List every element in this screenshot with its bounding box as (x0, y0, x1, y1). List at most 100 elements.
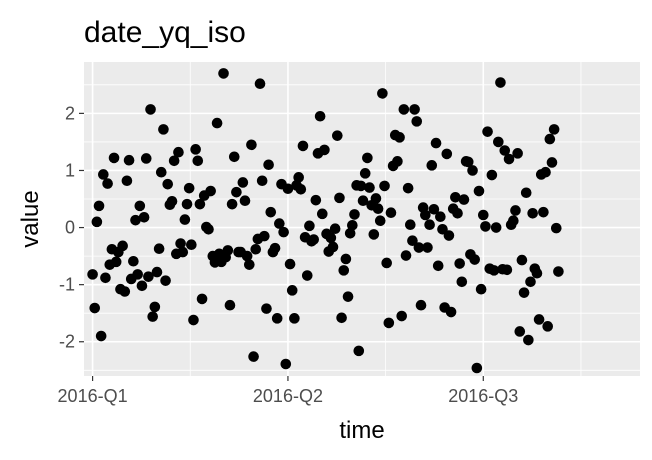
data-point (117, 240, 128, 252)
data-point (531, 267, 543, 279)
data-point (132, 269, 143, 280)
data-point (503, 153, 515, 165)
data-point (175, 238, 186, 249)
data-point (284, 258, 296, 270)
data-point (151, 266, 163, 278)
y-tick-label: 0 (65, 218, 75, 238)
data-point (480, 221, 491, 232)
data-point (179, 214, 191, 225)
data-point (407, 235, 418, 246)
data-point (374, 215, 386, 227)
data-point (183, 182, 195, 194)
data-point (297, 140, 309, 152)
data-point (372, 203, 384, 215)
data-point (256, 175, 268, 187)
data-point (166, 196, 178, 207)
data-point (140, 153, 152, 164)
data-point (190, 144, 201, 155)
data-point (355, 180, 367, 192)
data-point (405, 219, 416, 231)
data-point (338, 265, 350, 276)
data-point (329, 223, 341, 235)
data-points (87, 68, 564, 374)
data-point (523, 334, 534, 346)
data-point (244, 259, 255, 270)
data-point (168, 155, 180, 167)
data-point (359, 168, 371, 179)
data-point (441, 148, 453, 160)
data-point (462, 156, 474, 168)
data-point (143, 271, 154, 282)
data-point (286, 285, 298, 296)
data-point (525, 276, 536, 288)
x-axis-title: time (339, 417, 384, 444)
data-point (495, 77, 506, 88)
data-point (87, 269, 98, 280)
data-point (458, 194, 470, 205)
data-point (269, 242, 281, 254)
data-point (308, 234, 320, 245)
data-point (121, 175, 133, 187)
data-point (473, 185, 485, 197)
data-point (327, 241, 339, 253)
plot-panel (84, 62, 640, 376)
chart-title: date_yq_iso (84, 16, 246, 49)
data-point (241, 250, 253, 262)
data-point (514, 326, 526, 337)
data-point (310, 194, 322, 206)
y-tick-label: 1 (65, 160, 75, 180)
data-point (250, 243, 262, 255)
data-point (194, 198, 206, 210)
data-point (295, 184, 307, 195)
data-point (186, 239, 197, 250)
data-point (188, 314, 199, 326)
data-point (486, 169, 498, 181)
data-point (432, 260, 444, 272)
data-point (254, 78, 266, 89)
data-point (546, 157, 558, 168)
data-point (357, 195, 369, 207)
data-point (553, 266, 564, 277)
data-point (435, 211, 446, 223)
data-point (261, 303, 272, 314)
data-point (518, 287, 530, 298)
axis-ticks (79, 112, 484, 381)
data-point (123, 154, 135, 166)
data-point (205, 185, 216, 197)
data-point (274, 218, 285, 229)
data-point (510, 205, 521, 216)
data-point (383, 317, 395, 329)
data-point (490, 222, 502, 233)
data-point (100, 272, 111, 284)
data-point (353, 345, 365, 357)
data-point (224, 299, 236, 311)
x-tick-labels: 2016-Q1 2016-Q2 2016-Q3 (58, 386, 519, 406)
data-point (293, 172, 304, 183)
y-tick-label: -2 (59, 332, 75, 352)
y-tick-labels: -2 -1 0 1 2 (59, 103, 75, 351)
data-point (398, 104, 410, 115)
data-point (158, 124, 169, 135)
data-point (368, 229, 380, 240)
data-point (443, 230, 455, 241)
data-point (263, 159, 274, 171)
data-point (377, 88, 388, 99)
data-point (110, 256, 122, 268)
data-point (430, 137, 442, 149)
data-point (334, 192, 345, 204)
data-point (516, 254, 528, 266)
data-point (411, 116, 423, 127)
data-point (145, 104, 156, 115)
data-point (265, 206, 277, 218)
data-point (344, 227, 356, 239)
data-point (482, 126, 493, 137)
data-point (512, 148, 523, 159)
data-point (499, 145, 511, 156)
data-point (231, 186, 242, 198)
data-point (108, 152, 120, 164)
data-point (420, 209, 431, 221)
data-point (385, 207, 397, 219)
data-point (304, 220, 315, 232)
data-point (282, 183, 294, 195)
data-point (325, 232, 337, 244)
